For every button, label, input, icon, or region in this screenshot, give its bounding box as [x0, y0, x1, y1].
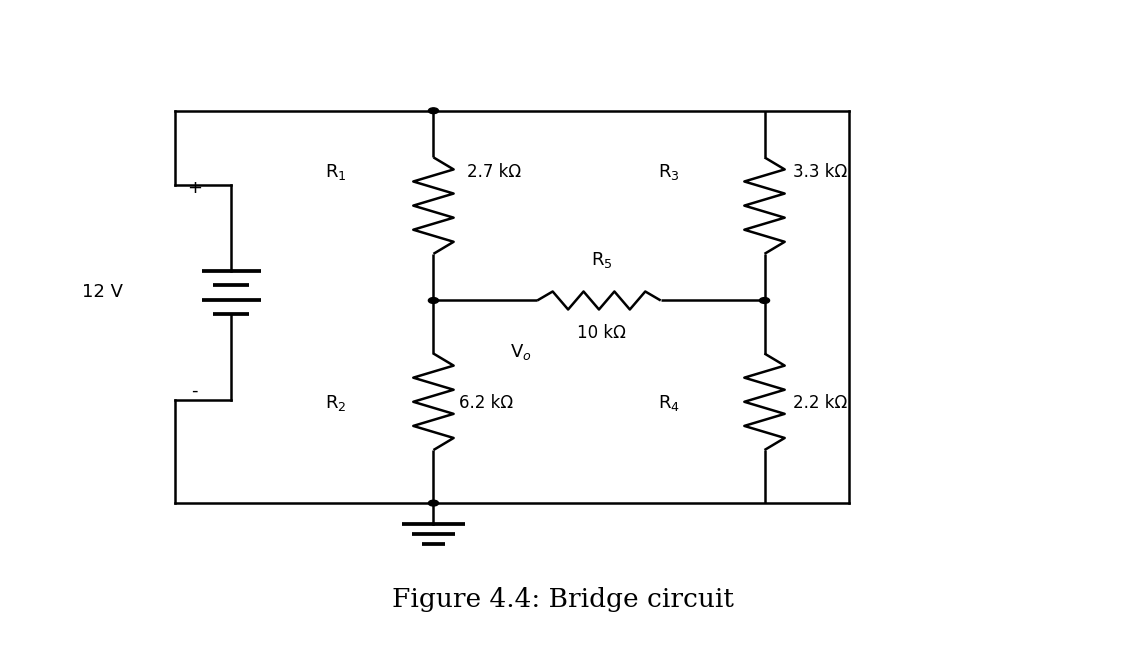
Circle shape: [429, 108, 439, 114]
Text: 2.2 kΩ: 2.2 kΩ: [792, 395, 847, 412]
Text: R$_2$: R$_2$: [325, 393, 346, 413]
Text: R$_4$: R$_4$: [658, 393, 681, 413]
Text: 10 kΩ: 10 kΩ: [577, 324, 627, 342]
Text: 6.2 kΩ: 6.2 kΩ: [459, 395, 513, 412]
Text: 12 V: 12 V: [82, 283, 123, 301]
Text: R$_1$: R$_1$: [325, 162, 346, 182]
Text: 2.7 kΩ: 2.7 kΩ: [467, 163, 521, 181]
Text: R$_3$: R$_3$: [658, 162, 680, 182]
Text: R$_5$: R$_5$: [591, 250, 613, 270]
Text: V$_o$: V$_o$: [510, 342, 532, 362]
Circle shape: [759, 298, 770, 304]
Text: Figure 4.4: Bridge circuit: Figure 4.4: Bridge circuit: [392, 587, 734, 612]
Circle shape: [429, 500, 439, 506]
Text: -: -: [191, 382, 198, 399]
Circle shape: [429, 298, 439, 304]
Text: +: +: [187, 179, 201, 197]
Text: 3.3 kΩ: 3.3 kΩ: [792, 163, 847, 181]
